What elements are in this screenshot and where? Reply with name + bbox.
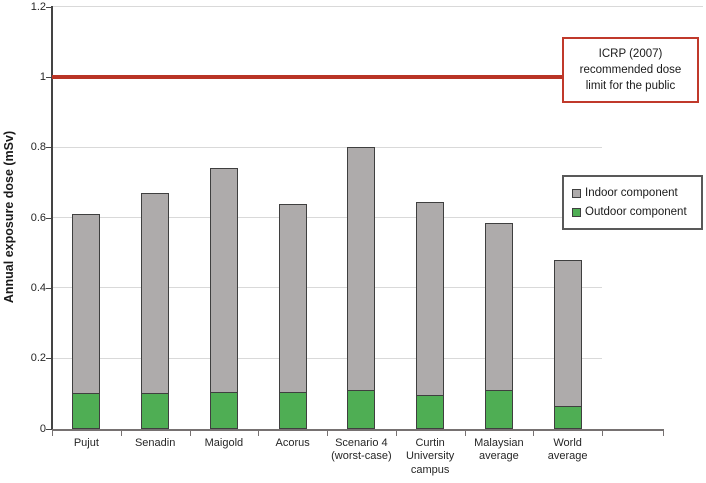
x-axis-tick <box>327 430 328 436</box>
x-axis-tick <box>464 430 466 436</box>
reference-line-annotation-box: ICRP (2007) recommended dose limit for t… <box>562 37 699 103</box>
annotation-line-1: ICRP (2007) <box>598 48 663 60</box>
indoor-swatch-icon <box>572 188 581 198</box>
x-axis-tick <box>663 430 664 436</box>
annotation-line-3: limit for the public <box>585 80 676 92</box>
x-axis-line <box>52 428 664 431</box>
bar-outdoor-segment <box>416 395 445 430</box>
gridline <box>52 357 602 359</box>
bar-indoor-segment <box>141 192 170 395</box>
y-tick-label: 0.8 <box>30 141 46 154</box>
y-tick-label: 0.6 <box>30 211 46 224</box>
y-axis-line <box>51 5 53 431</box>
x-axis-tick <box>395 430 397 436</box>
gridline <box>52 146 602 148</box>
legend: Indoor component Outdoor component <box>562 175 703 230</box>
x-axis-tick <box>52 430 53 436</box>
bar-indoor-segment <box>209 168 238 393</box>
bar-outdoor-segment <box>553 405 582 430</box>
x-category-label: Maigold <box>204 436 244 449</box>
y-axis-tick <box>46 147 52 149</box>
x-category-label: Acorus <box>275 436 310 449</box>
y-tick-label: 0.2 <box>30 352 46 365</box>
x-axis-tick <box>120 430 122 436</box>
legend-item-outdoor: Outdoor component <box>572 206 701 218</box>
x-axis-tick <box>258 430 260 436</box>
reference-line <box>52 75 562 79</box>
bar-indoor-segment <box>278 203 307 393</box>
outdoor-swatch-icon <box>572 207 581 217</box>
y-tick-label: 1 <box>39 71 46 83</box>
bar-outdoor-segment <box>72 393 101 430</box>
y-axis-tick <box>46 217 52 219</box>
x-axis-tick <box>533 430 535 436</box>
bar-indoor-segment <box>416 201 445 397</box>
bar-indoor-segment <box>72 214 101 395</box>
gridline <box>52 287 602 289</box>
bar-indoor-segment <box>347 147 376 391</box>
y-tick-label: 1.2 <box>30 0 46 13</box>
x-category-label: Curtin University campus <box>405 436 455 476</box>
x-category-label: Malaysian average <box>474 436 524 463</box>
y-axis-tick <box>46 77 52 78</box>
y-axis-tick <box>46 428 52 430</box>
bar-indoor-segment <box>553 259 582 407</box>
bar-outdoor-segment <box>347 389 376 430</box>
gridline <box>52 6 703 8</box>
legend-item-indoor: Indoor component <box>572 187 701 199</box>
annotation-line-2: recommended dose <box>579 64 682 76</box>
bar-outdoor-segment <box>141 393 170 430</box>
bar-indoor-segment <box>484 222 513 391</box>
y-tick-label: 0.4 <box>30 281 46 294</box>
x-axis-tick <box>189 430 191 436</box>
x-category-label: Senadin <box>134 436 176 449</box>
y-axis-tick <box>46 287 52 289</box>
y-tick-label: 0 <box>39 422 46 435</box>
x-category-label: Scenario 4 (worst-case) <box>331 436 392 463</box>
bar-outdoor-segment <box>484 389 513 430</box>
y-axis-tick <box>46 358 52 360</box>
gridline <box>52 217 602 219</box>
y-axis-tick <box>46 6 52 8</box>
bar-outdoor-segment <box>278 391 307 430</box>
bar-outdoor-segment <box>209 391 238 430</box>
legend-label-indoor: Indoor component <box>585 187 678 199</box>
x-category-label: World average <box>547 436 588 463</box>
x-category-label: Pujut <box>73 436 99 449</box>
legend-label-outdoor: Outdoor component <box>585 206 687 218</box>
x-axis-tick <box>602 430 603 436</box>
